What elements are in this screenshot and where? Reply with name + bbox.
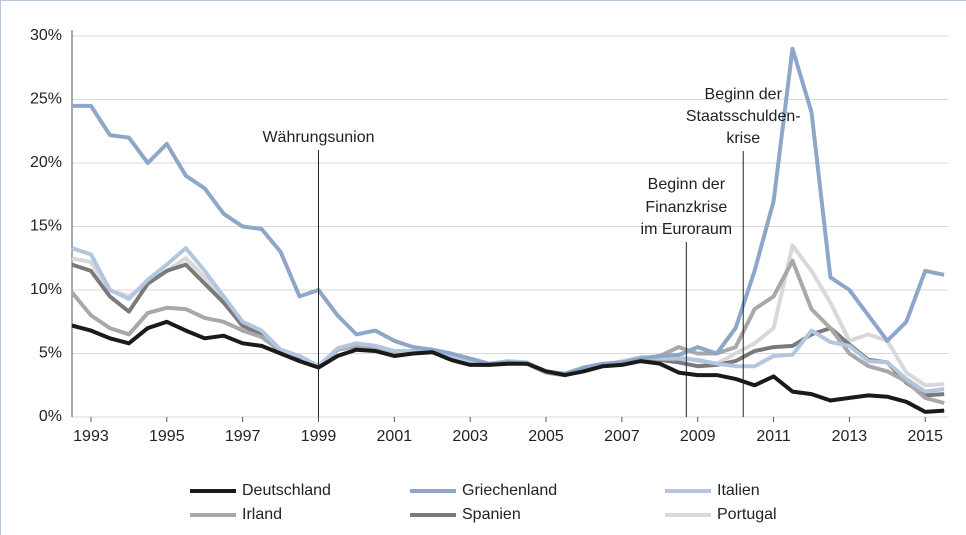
x-tick-label: 1999 (301, 428, 337, 445)
annotation-text: Staatsschulden- (686, 108, 801, 125)
annotation-text: im Euroraum (641, 221, 733, 238)
annotation-text: Währungsunion (262, 129, 374, 146)
x-tick-label: 2003 (452, 428, 488, 445)
x-tick-label: 2007 (604, 428, 640, 445)
y-tick-label: 25% (30, 91, 62, 108)
y-tick-label: 15% (30, 218, 62, 235)
annotation-text: Beginn der (648, 176, 726, 193)
y-tick-label: 0% (39, 408, 62, 425)
y-tick-label: 10% (30, 281, 62, 298)
legend-label: Spanien (462, 506, 521, 523)
series-line (71, 319, 945, 414)
x-tick-label: 2005 (528, 428, 564, 445)
legend-label: Griechenland (462, 482, 557, 499)
annotation-text: Beginn der (705, 86, 783, 103)
x-tick-label: 2011 (756, 428, 791, 445)
x-tick-label: 1995 (149, 428, 185, 445)
y-tick-label: 5% (39, 345, 62, 362)
y-tick-label: 20% (30, 154, 62, 171)
legend-label: Irland (242, 506, 282, 523)
x-tick-label: 2013 (832, 428, 868, 445)
legend-label: Italien (717, 482, 760, 499)
legend-label: Portugal (717, 506, 777, 523)
x-tick-label: 1993 (73, 428, 109, 445)
annotation-text: krise (726, 130, 760, 147)
y-tick-label: 30% (30, 27, 62, 44)
x-tick-label: 2009 (680, 428, 716, 445)
annotation-text: Finanzkrise (645, 199, 727, 216)
x-tick-label: 1997 (225, 428, 261, 445)
series-line (72, 46, 945, 376)
x-tick-label: 2001 (377, 428, 413, 445)
legend-label: Deutschland (242, 482, 331, 499)
x-tick-label: 2015 (907, 428, 943, 445)
series-line (71, 246, 945, 394)
